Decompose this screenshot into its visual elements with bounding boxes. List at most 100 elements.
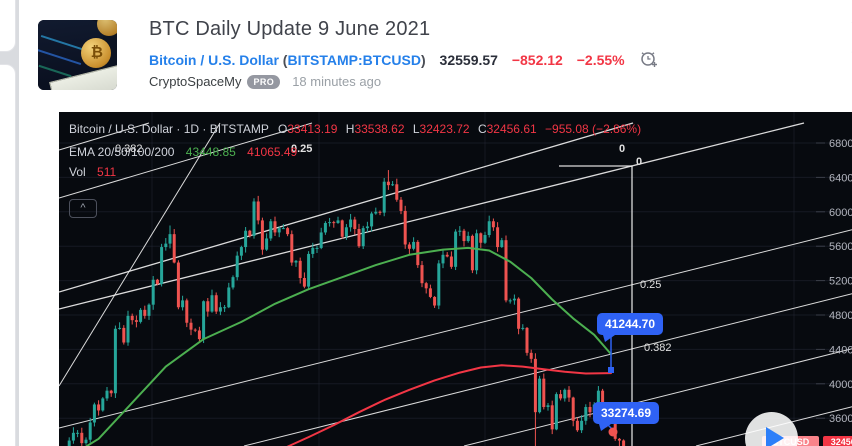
candle-body [164, 243, 168, 248]
axis-price-label[interactable]: 44000.00 [829, 344, 852, 356]
candle-body [428, 288, 432, 297]
candle-body [281, 228, 285, 230]
candle-body [311, 247, 315, 254]
candle-body [256, 201, 260, 221]
axis-price-label[interactable]: 48000.00 [829, 310, 852, 322]
thumbnail-coin [97, 20, 117, 36]
candle-body [563, 389, 567, 399]
candle-body [277, 228, 281, 233]
chart-legend-ema: EMA 20/50/100/200 43448.85 41065.49 [69, 145, 297, 159]
candle-body [403, 210, 407, 245]
fib-level-label: 0 [619, 143, 625, 155]
candle-body [97, 404, 101, 411]
candle-body [214, 295, 218, 312]
candle-body [567, 389, 571, 398]
candle-body [517, 298, 521, 329]
candle-body [357, 229, 361, 247]
candle-body [420, 265, 424, 284]
fib-level-label: 0.382 [644, 342, 672, 354]
author-name[interactable]: CryptoSpaceMy [149, 74, 242, 89]
candle-body [302, 278, 306, 287]
candle-body [67, 440, 71, 446]
axis-price-label[interactable]: 36000.00 [829, 413, 852, 425]
candle-body [218, 307, 222, 312]
candle-body [105, 390, 109, 399]
candle-body [475, 233, 479, 271]
candle-body [470, 235, 474, 271]
price-badge [597, 313, 663, 335]
candle-body [399, 199, 403, 211]
candle-body [533, 358, 537, 413]
axis-price-label[interactable]: 60000.00 [829, 207, 852, 219]
symbol-code-link[interactable]: BITSTAMP:BTCUSD [287, 52, 421, 68]
fib-trend-line [463, 348, 852, 446]
candle-body [80, 432, 84, 444]
candle-body [349, 219, 353, 228]
candle-body [130, 315, 134, 321]
candle-body [344, 227, 348, 237]
candle-body [571, 397, 575, 421]
candle-body [76, 432, 80, 434]
axis-price-label[interactable]: 68000.00 [829, 138, 852, 150]
add-alert-icon[interactable] [639, 49, 659, 72]
volume-label: Vol [69, 165, 86, 179]
thumbnail-bitcoin-coin [81, 38, 111, 68]
candle-body [84, 439, 88, 444]
axis-price-label[interactable]: 52000.00 [829, 276, 852, 288]
chart-legend-main: Bitcoin / U.S. Dollar · 1D · BITSTAMP O3… [69, 122, 642, 136]
candle-body [617, 438, 621, 441]
candle-body [538, 378, 542, 413]
symbol-link[interactable]: Bitcoin / U.S. Dollar [149, 52, 279, 68]
candle-body [407, 244, 411, 249]
candle-body [596, 390, 600, 405]
pro-badge: PRO [247, 75, 281, 89]
idea-thumbnail-image[interactable]: ₿ [38, 20, 117, 90]
ohlc-change: −955.08 (−2.86%) [545, 122, 642, 136]
pane-collapse-button[interactable]: ^ [69, 199, 97, 218]
anchor-marker-square [608, 367, 614, 373]
candle-body [189, 322, 193, 330]
price-change: −852.12 [511, 52, 563, 68]
candle-body [252, 201, 256, 236]
current-price-tag-label: 32456.6 [831, 437, 852, 446]
candle-body [391, 184, 395, 186]
symbol-price-row: Bitcoin / U.S. Dollar (BITSTAMP:BTCUSD) … [149, 49, 659, 72]
candle-body [147, 304, 151, 316]
candle-body [265, 238, 269, 250]
candle-body [504, 240, 508, 301]
candle-body [168, 234, 172, 244]
publish-time: 18 minutes ago [292, 74, 382, 89]
candle-body [374, 211, 378, 214]
candle-body [386, 181, 390, 186]
thumbnail-bitcoin-symbol: ₿ [90, 44, 103, 61]
candle-body [462, 230, 466, 242]
axis-price-label[interactable]: 64000.00 [829, 172, 852, 184]
candle-body [378, 211, 382, 213]
candle-body [155, 279, 159, 285]
ohlc-high: 33538.62 [354, 122, 405, 136]
axis-price-label[interactable]: 56000.00 [829, 241, 852, 253]
candle-body [550, 405, 554, 430]
chart-snapshot[interactable]: 0.382 0.25 0 0 0.25 0.382 41244.70 33274.69 6800… [59, 112, 852, 446]
fib-trend-line [59, 122, 805, 310]
price-change-percent: −2.55% [576, 52, 625, 68]
axis-price-label[interactable]: 40000.00 [829, 379, 852, 391]
candle-body [395, 184, 399, 200]
idea-title[interactable]: BTC Daily Update 9 June 2021 [149, 18, 431, 40]
candle-body [412, 241, 416, 249]
symbol-paren-close: ) [420, 52, 426, 68]
candle-body [109, 390, 113, 394]
fib-trend-line [243, 293, 852, 446]
carousel-next-icon[interactable]: ❯ [847, 18, 852, 53]
candle-body [315, 247, 319, 249]
candle-body [172, 234, 176, 263]
fib-trend-line [59, 122, 221, 387]
candle-body [235, 255, 239, 278]
ohlc-open: 33413.19 [287, 122, 338, 136]
symbol-paren-open: ( [282, 52, 288, 68]
candle-body [273, 221, 277, 233]
candle-body [580, 420, 584, 431]
candle-body [449, 256, 453, 267]
author-row: CryptoSpaceMy PRO 18 minutes ago [149, 74, 381, 89]
